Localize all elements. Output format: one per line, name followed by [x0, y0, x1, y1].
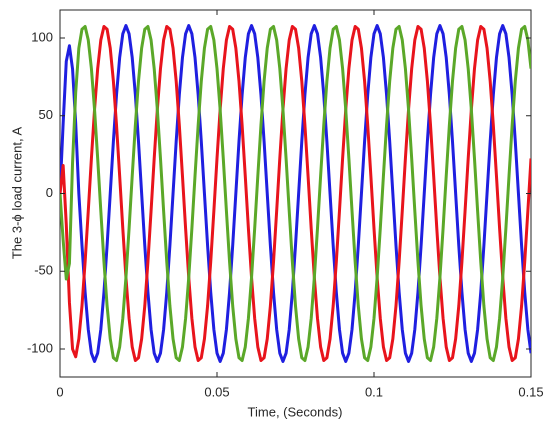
x-tick-label: 0.15: [518, 384, 543, 399]
y-tick-label: 50: [39, 107, 53, 122]
y-tick-label: 100: [31, 29, 53, 44]
y-axis-label: The 3-ϕ load current, A: [9, 127, 24, 260]
y-tick-label: 0: [46, 185, 53, 200]
x-axis-label: Time, (Seconds): [248, 404, 343, 419]
x-tick-label: 0.05: [204, 384, 229, 399]
y-tick-label: -50: [34, 263, 53, 278]
x-tick-label: 0: [56, 384, 63, 399]
y-tick-label: -100: [27, 340, 53, 355]
x-tick-label: 0.1: [365, 384, 383, 399]
lines: [60, 24, 531, 363]
data-line: [60, 24, 531, 363]
data-line: [60, 24, 531, 363]
data-line: [60, 24, 531, 363]
